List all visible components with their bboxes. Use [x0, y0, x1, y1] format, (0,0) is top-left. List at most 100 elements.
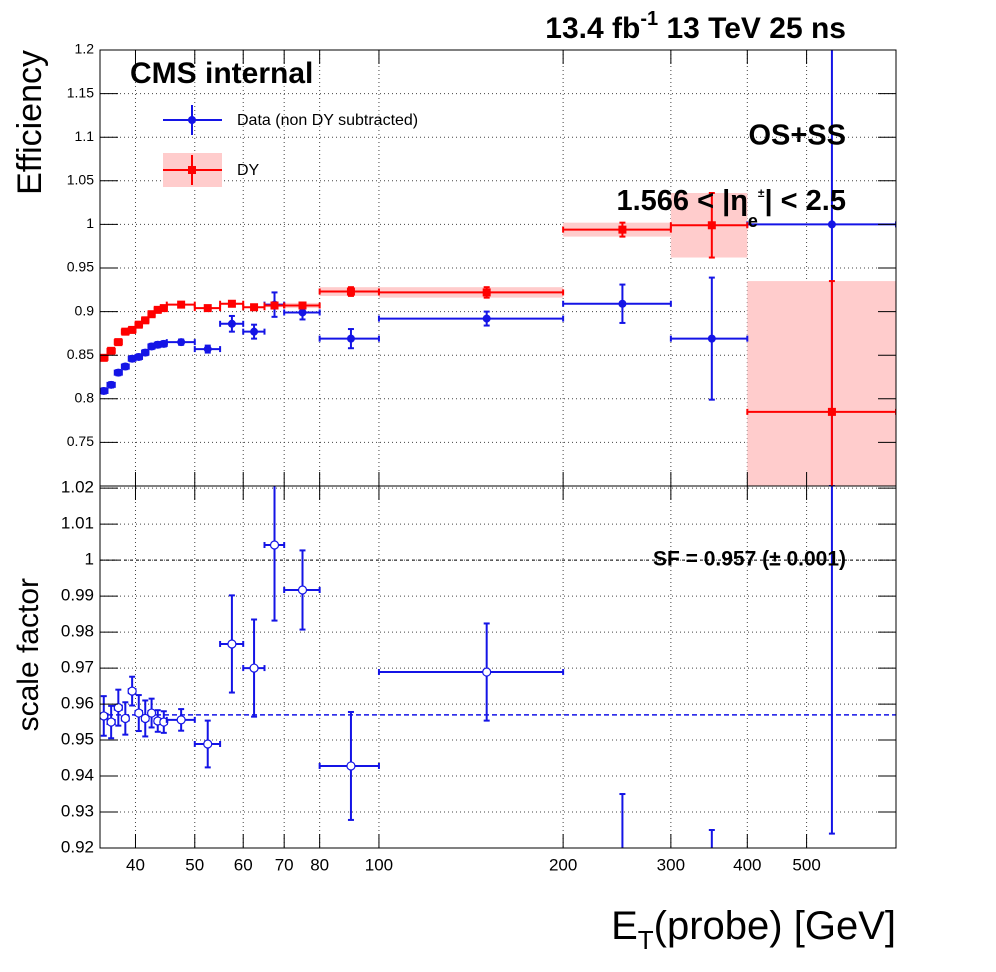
- x-tick-label: 100: [365, 855, 393, 874]
- marker: [147, 310, 156, 319]
- marker: [107, 380, 116, 389]
- marker: [298, 308, 307, 317]
- y-tick-label: 0.95: [61, 730, 94, 749]
- x-tick-label: 80: [310, 855, 329, 874]
- marker: [298, 301, 307, 310]
- marker: [134, 352, 143, 361]
- marker: [141, 316, 150, 325]
- y-axis-title: scale factor: [12, 578, 45, 731]
- marker: [177, 300, 186, 309]
- x-tick-label: 60: [234, 855, 253, 874]
- marker: [227, 299, 236, 308]
- y-tick-label: 1: [86, 215, 94, 231]
- marker: [618, 225, 627, 234]
- region-sup: ±: [758, 186, 765, 200]
- marker: [134, 320, 143, 329]
- marker: [827, 220, 836, 229]
- marker: [250, 303, 259, 312]
- marker: [134, 708, 144, 718]
- x-axis-title: ET(probe) [GeV]: [611, 904, 896, 955]
- marker: [203, 739, 213, 749]
- marker: [269, 540, 280, 550]
- y-tick-label: 1.2: [75, 41, 95, 57]
- x-tick-label: 70: [275, 855, 294, 874]
- marker: [140, 713, 150, 724]
- xlabel-part: E: [611, 904, 638, 948]
- title-part: 13.4 fb: [545, 12, 640, 45]
- marker: [127, 686, 137, 696]
- y-tick-label: 0.99: [61, 586, 94, 605]
- y-tick-label: 0.9: [75, 302, 95, 318]
- marker: [482, 667, 492, 677]
- marker: [618, 299, 627, 308]
- marker: [482, 288, 491, 297]
- y-tick-label: 1.01: [61, 514, 94, 533]
- marker: [203, 304, 212, 313]
- marker: [128, 354, 137, 363]
- region-part: | < 2.5: [765, 185, 846, 217]
- y-tick-label: 1.05: [67, 172, 94, 188]
- marker: [153, 340, 162, 349]
- marker: [227, 319, 236, 328]
- y-tick-label: 1.02: [61, 478, 94, 497]
- marker: [146, 708, 157, 718]
- marker: [159, 304, 168, 313]
- y-tick-label: 0.85: [67, 346, 94, 362]
- marker: [203, 345, 212, 354]
- marker: [707, 221, 716, 230]
- y-tick-label: 0.92: [61, 837, 94, 856]
- overlay: 0.75 0.8 0.85 0.9 0.95 1 1.05 1.1 1.15 1.2 Data (n…: [61, 41, 896, 874]
- marker: [114, 338, 123, 347]
- marker: [147, 342, 156, 351]
- marker: [482, 314, 491, 323]
- bottom-frame: [99, 485, 897, 849]
- marker: [153, 305, 162, 314]
- charge-label: OS+SS: [748, 120, 846, 152]
- bottom-plot: [100, 486, 896, 874]
- marker: [346, 287, 355, 296]
- y-tick-label: 0.98: [61, 622, 94, 641]
- marker: [141, 348, 150, 357]
- y-tick-label: 0.96: [61, 694, 94, 713]
- marker: [827, 407, 836, 416]
- xlabel-part: (probe) [GeV]: [654, 904, 896, 948]
- xlabel-sub: T: [638, 925, 654, 955]
- y-tick-label: 0.93: [61, 802, 94, 821]
- marker: [100, 711, 109, 721]
- x-tick-label: 200: [549, 855, 577, 874]
- marker: [618, 866, 626, 874]
- top-plot: [100, 50, 896, 486]
- marker: [346, 334, 355, 343]
- marker: [297, 585, 308, 595]
- y-tick-label: 0.97: [61, 658, 94, 677]
- marker: [346, 761, 356, 771]
- marker: [250, 327, 259, 336]
- marker: [177, 338, 186, 347]
- y-tick-label: 0.75: [67, 433, 94, 449]
- marker: [176, 715, 186, 725]
- title-part: 13 TeV 25 ns: [658, 12, 846, 45]
- marker: [100, 386, 108, 395]
- marker: [100, 353, 108, 362]
- error-band: [747, 281, 896, 486]
- legend-label: Data (non DY subtracted): [237, 112, 418, 129]
- y-tick-label: 1.1: [75, 128, 95, 144]
- x-tick-label: 500: [792, 855, 820, 874]
- marker: [227, 639, 237, 649]
- marker: [107, 346, 116, 355]
- marker: [121, 327, 130, 336]
- y-axis-title: Efficiency: [11, 50, 49, 195]
- marker: [114, 368, 123, 377]
- cms-label: CMS internal: [130, 57, 313, 90]
- marker: [707, 334, 716, 343]
- marker: [113, 703, 123, 713]
- y-tick-label: 1: [85, 550, 94, 569]
- x-tick-label: 40: [126, 855, 145, 874]
- title-sup: -1: [640, 8, 658, 30]
- marker: [270, 301, 279, 310]
- marker: [249, 663, 259, 673]
- chart-title: 13.4 fb-1 13 TeV 25 ns: [545, 8, 846, 45]
- region-sub: e: [748, 211, 758, 231]
- y-tick-label: 0.94: [61, 766, 94, 785]
